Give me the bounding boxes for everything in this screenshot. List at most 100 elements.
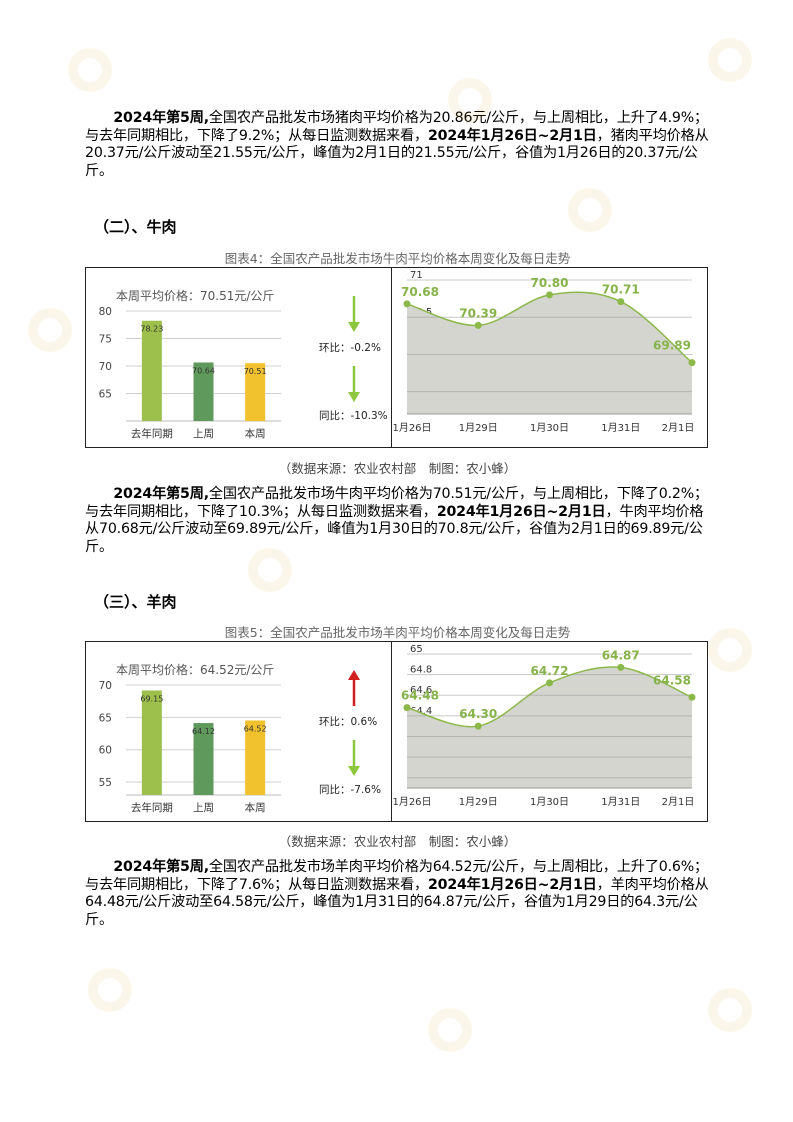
x-tick-label: 1月29日 bbox=[459, 422, 498, 434]
bar bbox=[193, 723, 214, 795]
bar bbox=[193, 362, 214, 421]
mutton-paragraph: 2024年第5周,全国农产品批发市场羊肉平均价格为64.52元/公斤，与上周相比… bbox=[85, 859, 710, 929]
x-tick-label: 1月29日 bbox=[459, 796, 498, 808]
data-point bbox=[688, 359, 696, 367]
bar bbox=[141, 320, 162, 421]
data-point bbox=[546, 291, 553, 299]
y-tick-label: 75 bbox=[99, 334, 112, 346]
x-tick-label: 去年同期 bbox=[131, 427, 173, 440]
panel-divider bbox=[391, 642, 393, 821]
x-tick-label: 1月26日 bbox=[392, 422, 431, 434]
data-point bbox=[546, 679, 553, 687]
data-label: 64.87 bbox=[602, 648, 640, 662]
watermark-logo bbox=[708, 628, 752, 672]
watermark-logo bbox=[708, 988, 752, 1032]
bar bbox=[141, 690, 162, 795]
beef-daily-area-chart: 69.57070.57170.6870.3970.8070.7169.891月2… bbox=[392, 270, 696, 434]
mutton-date-range: 2024年1月26日~2月1日 bbox=[427, 876, 597, 893]
bar bbox=[245, 720, 266, 795]
bar-value-label: 70.64 bbox=[192, 366, 215, 375]
data-point bbox=[617, 663, 625, 671]
data-label: 64.72 bbox=[531, 664, 569, 678]
mutton-heading: （三）、羊肉 bbox=[94, 593, 177, 611]
bar-value-label: 69.15 bbox=[140, 695, 163, 704]
beef-week-label: 2024年第5周, bbox=[113, 486, 209, 502]
bar bbox=[245, 363, 266, 421]
x-tick-label: 1月31日 bbox=[601, 796, 640, 808]
watermark-logo bbox=[68, 48, 112, 92]
mutton-text-1: 全国农产品批发市场羊肉平均价格为64.52元/公斤，与上周相比，上升了0.6%；… bbox=[85, 859, 708, 893]
mutton-week-bar-chart: 55 60 65 70 69.15 去年同期 64.12 上周 64.52 本周 bbox=[99, 670, 360, 814]
arrow-down-icon bbox=[348, 322, 360, 332]
data-label: 70.39 bbox=[459, 306, 497, 320]
beef-text-1: 全国农产品批发市场牛肉平均价格为70.51元/公斤，与上周相比，下降了0.2%；… bbox=[85, 486, 708, 520]
y-tick-label: 64.6 bbox=[410, 685, 432, 696]
beef-heading: （二）、牛肉 bbox=[94, 218, 177, 236]
beef-source: （数据来源：农业农村部 制图：农小蜂） bbox=[278, 461, 517, 476]
mutton-mom-change: 环比：0.6% bbox=[319, 716, 378, 728]
beef-paragraph: 2024年第5周,全国农产品批发市场牛肉平均价格为70.51元/公斤，与上周相比… bbox=[85, 486, 710, 556]
beef-chart-caption: 图表4：全国农产品批发市场牛肉平均价格本周变化及每日走势 bbox=[224, 251, 571, 266]
y-tick-label: 64.8 bbox=[410, 665, 432, 676]
data-point bbox=[403, 300, 411, 308]
mutton-chart-panel: 本周平均价格：64.52元/公斤 55 60 65 70 69.15 去年同期 64.12 上… bbox=[85, 641, 708, 822]
x-tick-label: 本周 bbox=[245, 427, 266, 440]
x-tick-label: 2月1日 bbox=[662, 422, 695, 434]
data-label: 70.68 bbox=[401, 285, 439, 299]
y-tick-label: 80 bbox=[99, 306, 112, 318]
x-tick-label: 去年同期 bbox=[131, 801, 173, 814]
bar-value-label: 64.12 bbox=[192, 727, 215, 736]
x-tick-label: 本周 bbox=[245, 801, 266, 814]
beef-text-2: ，牛肉平均价格从70.68元/公斤波动至69.89元/公斤，峰值为1月30日的7… bbox=[85, 503, 704, 555]
mutton-avg-price-label: 本周平均价格：64.52元/公斤 bbox=[116, 663, 275, 677]
data-label: 70.80 bbox=[531, 276, 569, 290]
y-tick-label: 71 bbox=[410, 270, 423, 281]
data-label: 64.30 bbox=[459, 707, 497, 721]
watermark-logo bbox=[428, 1008, 472, 1052]
pork-week-label: 2024年第5周, bbox=[113, 110, 209, 126]
y-tick-label: 60 bbox=[99, 745, 112, 757]
x-tick-label: 1月30日 bbox=[530, 422, 569, 434]
x-tick-label: 2月1日 bbox=[662, 796, 695, 808]
data-label: 69.89 bbox=[653, 339, 691, 353]
mutton-daily-area-chart: 63.86464.264.464.664.86564.4864.3064.726… bbox=[392, 644, 696, 808]
data-point bbox=[617, 298, 625, 306]
y-tick-label: 70 bbox=[99, 361, 112, 373]
watermark-logo bbox=[568, 188, 612, 232]
x-tick-label: 1月26日 bbox=[392, 796, 431, 808]
y-tick-label: 65 bbox=[99, 712, 112, 724]
area-fill bbox=[407, 292, 692, 414]
beef-date-range: 2024年1月26日~2月1日 bbox=[436, 503, 606, 520]
arrow-down-icon bbox=[348, 766, 360, 776]
bar-value-label: 78.23 bbox=[140, 325, 163, 334]
watermark-logo bbox=[88, 968, 132, 1012]
mutton-text-2: ，羊肉平均价格从64.48元/公斤波动至64.58元/公斤，峰值为1月31日的6… bbox=[85, 876, 709, 928]
watermark-logo bbox=[708, 38, 752, 82]
bar-value-label: 64.52 bbox=[244, 724, 267, 733]
x-tick-label: 上周 bbox=[193, 428, 214, 440]
data-point bbox=[403, 704, 411, 712]
y-tick-label: 65 bbox=[99, 389, 112, 401]
panel-divider bbox=[391, 268, 393, 447]
data-point bbox=[474, 722, 482, 730]
pork-paragraph: 2024年第5周,全国农产品批发市场猪肉平均价格为20.86元/公斤，与上周相比… bbox=[85, 110, 710, 180]
x-tick-label: 1月30日 bbox=[530, 796, 569, 808]
y-tick-label: 65 bbox=[410, 644, 423, 655]
data-label: 64.58 bbox=[653, 673, 691, 687]
arrow-up-icon bbox=[348, 670, 360, 680]
mutton-source: （数据来源：农业农村部 制图：农小蜂） bbox=[278, 834, 517, 849]
pork-text-2: ，猪肉平均价格从20.37元/公斤波动至21.55元/公斤，峰值为2月1日的21… bbox=[85, 127, 709, 179]
beef-avg-price-label: 本周平均价格：70.51元/公斤 bbox=[116, 289, 275, 303]
mutton-chart-caption: 图表5：全国农产品批发市场羊肉平均价格本周变化及每日走势 bbox=[224, 625, 571, 640]
pork-text-1: 全国农产品批发市场猪肉平均价格为20.86元/公斤，与上周相比，上升了4.9%；… bbox=[85, 110, 708, 144]
data-point bbox=[474, 321, 482, 329]
area-fill bbox=[407, 666, 692, 788]
bar-value-label: 70.51 bbox=[244, 367, 267, 376]
beef-mom-change: 环比：-0.2% bbox=[319, 342, 381, 354]
arrow-down-icon bbox=[348, 392, 360, 402]
data-point bbox=[688, 693, 696, 701]
x-tick-label: 上周 bbox=[193, 802, 214, 814]
y-tick-label: 55 bbox=[99, 777, 112, 789]
pork-date-range: 2024年1月26日~2月1日 bbox=[427, 127, 597, 144]
data-label: 64.48 bbox=[401, 689, 439, 703]
